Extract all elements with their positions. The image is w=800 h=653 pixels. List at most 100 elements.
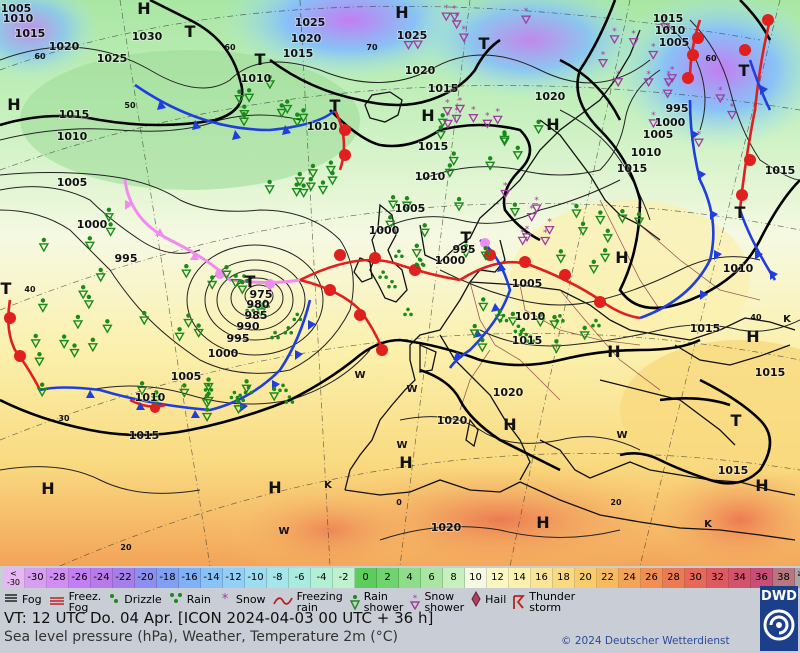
rain-shower-icon bbox=[193, 323, 204, 338]
rain-shower-icon bbox=[77, 284, 89, 300]
rain-shower-icon bbox=[234, 89, 245, 105]
rain-shower-icon bbox=[83, 294, 95, 310]
isobar-label: 980 bbox=[247, 298, 270, 311]
isobar-label: 1025 bbox=[397, 29, 428, 42]
snow-shower-icon: * bbox=[403, 33, 414, 50]
rain-shower-icon bbox=[230, 273, 241, 289]
freezing-fog-icon bbox=[48, 594, 66, 610]
isobar-label: 1015 bbox=[765, 164, 796, 177]
scale-cell: -4 bbox=[311, 568, 333, 588]
scale-cell: -30 bbox=[25, 568, 47, 588]
svg-text:*: * bbox=[612, 27, 617, 37]
low-pressure-marker: T bbox=[255, 50, 266, 69]
high-pressure-marker: H bbox=[268, 478, 281, 497]
rain-shower-icon bbox=[484, 156, 496, 171]
svg-text:*: * bbox=[485, 111, 490, 121]
dwd-logo-text: DWD bbox=[761, 589, 797, 604]
rain-shower-icon bbox=[38, 237, 50, 253]
scale-cell: 20 bbox=[575, 568, 597, 588]
legend-thunderstorm: Thunder storm bbox=[512, 591, 575, 613]
latitude-label: 30 bbox=[58, 414, 70, 423]
legend-label: Rain shower bbox=[363, 590, 404, 614]
rain-shower-icon bbox=[617, 208, 628, 224]
rain-icon bbox=[270, 330, 280, 340]
rain-shower-icon bbox=[385, 215, 396, 230]
snow-shower-icon: * bbox=[458, 25, 469, 43]
high-pressure-marker: H bbox=[546, 115, 559, 134]
airmass-label: W bbox=[354, 370, 365, 381]
rain-shower-icon bbox=[103, 207, 115, 223]
airmass-label: K bbox=[704, 519, 713, 530]
rain-icon bbox=[283, 325, 294, 335]
rain-icon bbox=[260, 299, 271, 309]
isobar-label: 1005 bbox=[171, 370, 202, 383]
svg-text:*: * bbox=[697, 130, 702, 140]
rain-shower-icon bbox=[535, 312, 546, 328]
rain-shower-icon bbox=[294, 171, 306, 187]
svg-text:*: * bbox=[529, 205, 534, 215]
airmass-label: K bbox=[783, 314, 792, 325]
scale-cell: -6 bbox=[289, 568, 311, 588]
isobar-label: 1010 bbox=[655, 24, 686, 37]
rain-shower-icon bbox=[136, 381, 148, 396]
svg-text:*: * bbox=[547, 218, 552, 228]
rain-icon bbox=[387, 279, 397, 289]
scale-cell: 30 bbox=[685, 568, 707, 588]
isobar-label: 1020 bbox=[49, 40, 80, 53]
svg-text:*: * bbox=[444, 4, 449, 14]
high-pressure-marker: H bbox=[399, 453, 412, 472]
airmass-label: W bbox=[616, 430, 627, 441]
isobar-label: 1015 bbox=[690, 322, 721, 335]
rain-shower-icon bbox=[203, 391, 214, 406]
snow-shower-icon: * bbox=[726, 103, 738, 120]
scale-cell: 6 bbox=[421, 568, 443, 588]
isobar-label: 1015 bbox=[59, 108, 90, 121]
dwd-logo[interactable]: DWD bbox=[760, 586, 798, 651]
rain-shower-icon bbox=[499, 131, 510, 147]
rain-shower-icon bbox=[387, 195, 399, 210]
airmass-label: W bbox=[406, 384, 417, 395]
snow-shower-icon: * bbox=[662, 81, 673, 99]
rain-shower-icon bbox=[435, 125, 446, 140]
rain-shower-icon bbox=[139, 310, 150, 326]
snow-shower-icon: * bbox=[613, 70, 624, 88]
rain-shower-icon bbox=[509, 202, 521, 218]
scale-cell: 22 bbox=[597, 568, 619, 588]
high-pressure-marker: H bbox=[421, 106, 434, 125]
rain-shower-icon bbox=[221, 265, 232, 280]
rain-shower-icon bbox=[298, 183, 309, 199]
legend-label: Snow bbox=[235, 592, 266, 606]
rain-icon bbox=[498, 313, 509, 323]
scale-cell: -18 bbox=[157, 568, 179, 588]
scale-cell: 10 bbox=[465, 568, 487, 588]
rain-shower-icon bbox=[37, 298, 49, 313]
rain-shower-icon bbox=[179, 383, 190, 398]
isobar-label: 975 bbox=[250, 288, 273, 301]
legend-label: Rain bbox=[186, 592, 211, 606]
scale-cell: 8 bbox=[443, 568, 465, 588]
isobar-label: 990 bbox=[237, 320, 260, 333]
rain-shower-icon bbox=[174, 327, 185, 342]
rain-shower-icon bbox=[411, 243, 422, 259]
snow-shower-icon: * bbox=[442, 111, 454, 129]
rain-icon bbox=[278, 383, 288, 393]
scale-cell: -26 bbox=[69, 568, 91, 588]
svg-text:*: * bbox=[524, 7, 529, 17]
map-description: Sea level pressure (hPa), Weather, Tempe… bbox=[4, 629, 398, 645]
rain-icon bbox=[168, 591, 184, 607]
isobar-label: 1005 bbox=[659, 36, 690, 49]
snow-shower-icon: * bbox=[451, 106, 462, 124]
copyright[interactable]: © 2024 Deutscher Wetterdienst bbox=[561, 635, 730, 647]
isobar-label: 1020 bbox=[405, 64, 436, 77]
rain-icon bbox=[235, 393, 246, 403]
rain-shower-icon bbox=[150, 390, 162, 405]
rain-shower-icon bbox=[291, 182, 302, 198]
isobar-label: 1015 bbox=[653, 12, 684, 25]
airmass-label: K bbox=[324, 480, 333, 491]
rain-shower-icon bbox=[595, 210, 606, 225]
isobar-label: 995 bbox=[666, 102, 689, 115]
scale-cell: 32 bbox=[707, 568, 729, 588]
rain-shower-icon bbox=[264, 74, 276, 90]
rain-shower-icon bbox=[555, 249, 567, 264]
rain-shower-icon bbox=[478, 297, 489, 312]
